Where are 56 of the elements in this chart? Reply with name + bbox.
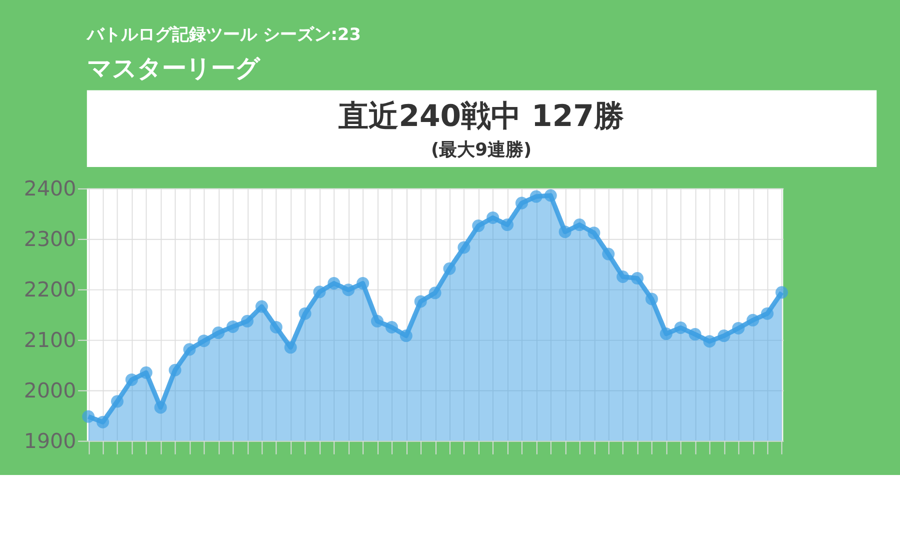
point	[472, 220, 485, 232]
point	[645, 292, 658, 306]
point	[674, 321, 687, 334]
point	[125, 373, 138, 386]
point	[313, 286, 326, 298]
point	[761, 307, 774, 320]
text: (最大9連勝)	[431, 140, 532, 161]
point	[746, 314, 760, 326]
point	[414, 295, 427, 308]
point	[486, 211, 500, 224]
y-tick-label: 2300	[24, 226, 76, 251]
point	[688, 328, 702, 341]
point	[255, 300, 268, 313]
point	[284, 341, 297, 354]
point	[356, 277, 370, 290]
point	[501, 218, 514, 232]
point	[544, 189, 557, 202]
point	[371, 314, 384, 328]
y-tick-label: 2000	[24, 378, 76, 402]
point	[385, 320, 398, 334]
point	[602, 248, 615, 260]
point	[270, 320, 282, 334]
point	[718, 330, 730, 342]
point	[226, 320, 240, 333]
point	[168, 364, 182, 376]
point	[443, 262, 456, 275]
point	[342, 284, 355, 296]
point	[328, 277, 340, 290]
point	[558, 226, 572, 238]
point	[96, 416, 110, 428]
point	[573, 218, 586, 232]
point	[154, 401, 167, 414]
y-tick-label: 2100	[24, 328, 76, 352]
point	[183, 343, 196, 356]
text: 直近240戦中 127勝	[338, 98, 624, 134]
point	[732, 322, 745, 334]
point	[588, 226, 600, 240]
point	[110, 395, 124, 408]
point	[198, 334, 210, 348]
point	[458, 241, 470, 254]
point	[240, 314, 254, 328]
y-tick-label: 2400	[24, 176, 76, 200]
point	[631, 272, 644, 285]
y-tick-label: 2200	[24, 277, 76, 302]
point	[428, 286, 442, 300]
point	[140, 366, 152, 379]
y-tick-label: 1900	[24, 428, 76, 453]
point	[515, 196, 528, 210]
point	[82, 410, 95, 423]
chart-title: バトルログ記録ツール シーズン:23	[86, 24, 361, 44]
point	[212, 326, 225, 340]
chart-subtitle: マスターリーグ	[86, 53, 261, 82]
point	[298, 307, 312, 320]
point	[660, 328, 672, 340]
point	[400, 330, 412, 342]
point	[703, 335, 716, 348]
